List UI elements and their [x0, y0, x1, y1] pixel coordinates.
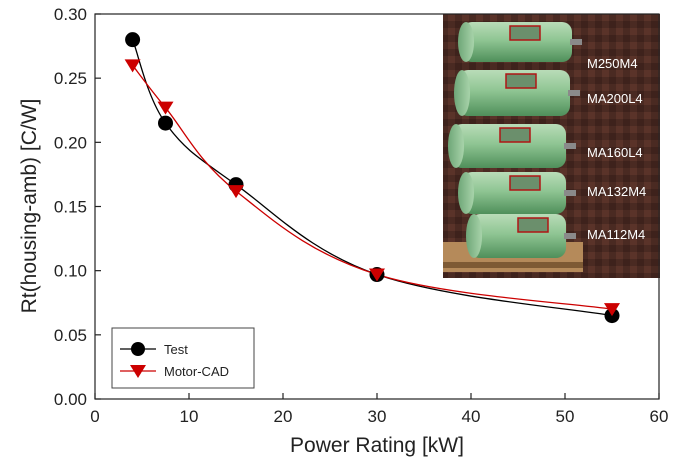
data-point-test: [158, 115, 173, 131]
data-point-motor-cad: [228, 185, 244, 199]
y-tick-label: 0.05: [54, 326, 87, 345]
motor-photo: M250M4 MA200L4 MA160L4 MA132M4 MA112M4: [443, 14, 660, 278]
photo-label: MA132M4: [587, 184, 646, 199]
data-point-motor-cad: [604, 303, 620, 317]
photo-label: MA160L4: [587, 145, 643, 160]
data-point-motor-cad: [124, 59, 141, 73]
legend: Test Motor-CAD: [111, 327, 255, 389]
data-point-test: [125, 32, 141, 48]
x-tick-label: 30: [368, 407, 387, 426]
series-line-test: [131, 39, 613, 317]
data-point-motor-cad: [157, 101, 174, 115]
x-tick-label: 20: [274, 407, 293, 426]
y-tick-label: 0.30: [54, 5, 87, 24]
photo-label: MA200L4: [587, 91, 643, 106]
y-axis-title: Rt(housing-amb) [C/W]: [18, 99, 41, 314]
x-tick-label: 50: [556, 407, 575, 426]
photo-label: M250M4: [587, 56, 638, 71]
y-tick-label: 0.10: [54, 262, 87, 281]
legend-marker-motor-cad: [130, 365, 146, 378]
x-tick-label: 10: [180, 407, 199, 426]
y-tick-label: 0.25: [54, 69, 87, 88]
y-tick-label: 0.15: [54, 198, 87, 217]
legend-box: [111, 327, 255, 389]
y-tick-label: 0.00: [54, 390, 87, 409]
x-tick-label: 60: [650, 407, 669, 426]
x-tick-label: 40: [462, 407, 481, 426]
legend-label-test: Test: [164, 342, 188, 357]
y-tick-label: 0.20: [54, 133, 87, 152]
x-axis-title: Power Rating [kW]: [290, 434, 464, 457]
legend-marker-test: [131, 342, 145, 356]
photo-label: MA112M4: [587, 227, 645, 242]
legend-label-motor-cad: Motor-CAD: [164, 364, 229, 379]
x-tick-label: 0: [90, 407, 99, 426]
data-point-motor-cad: [369, 268, 385, 282]
